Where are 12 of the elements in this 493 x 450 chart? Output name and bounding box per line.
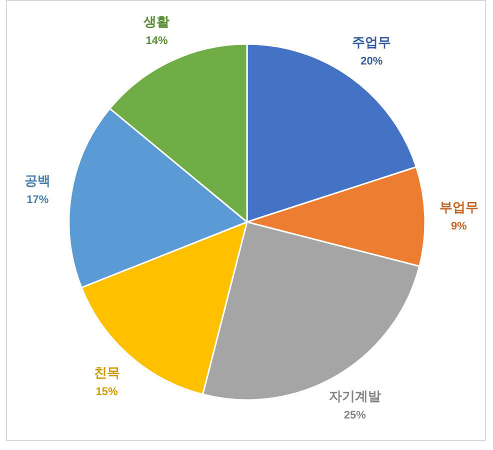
data-label: 25%	[344, 409, 366, 422]
slice-label: 주업무	[352, 35, 392, 50]
slice-label: 생활	[142, 15, 170, 30]
slice-label: 공백	[24, 174, 51, 189]
data-label: 20%	[360, 55, 383, 68]
data-label: 17%	[26, 194, 49, 206]
slice-label: 자기계발	[328, 389, 381, 404]
data-label: 9%	[450, 220, 468, 232]
data-label: 15%	[96, 386, 118, 398]
slice-label: 부업무	[439, 200, 478, 216]
slice-label: 친목	[94, 366, 120, 382]
data-label: 14%	[146, 35, 168, 48]
